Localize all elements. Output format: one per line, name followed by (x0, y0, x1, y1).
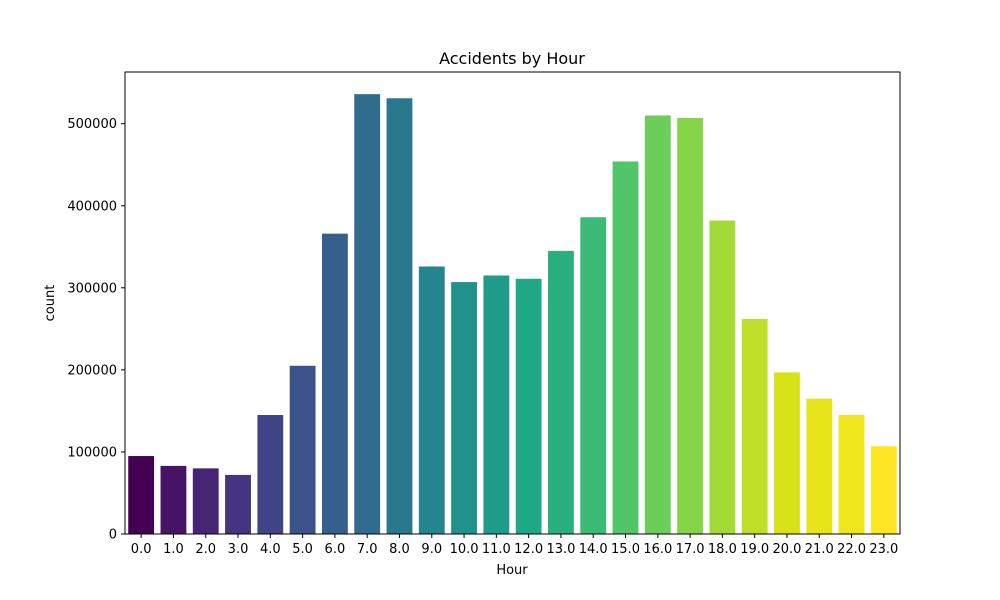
bar-3.0 (225, 474, 251, 534)
bar-16.0 (644, 115, 671, 534)
plot-frame (124, 71, 901, 535)
bars-group (128, 94, 897, 535)
x-tick-label: 7.0 (357, 542, 378, 557)
x-tick-label: 8.0 (389, 542, 410, 557)
bar-17.0 (677, 117, 704, 534)
x-tick-label: 2.0 (195, 542, 216, 557)
x-tick-label: 3.0 (228, 542, 249, 557)
y-tick-label: 100000 (67, 445, 117, 460)
bar-11.0 (483, 275, 510, 534)
y-tick-label: 0 (109, 528, 117, 543)
y-axis-ticks: 0 100000 200000 300000 400000 500000 (67, 117, 125, 543)
bar-23.0 (870, 446, 897, 534)
x-tick-label: 22.0 (837, 542, 866, 557)
bar-9.0 (418, 266, 445, 534)
bar-6.0 (321, 233, 348, 534)
x-tick-label: 17.0 (676, 542, 705, 557)
bar-21.0 (806, 398, 833, 534)
x-tick-label: 11.0 (482, 542, 511, 557)
bar-18.0 (709, 220, 736, 535)
y-tick-label: 200000 (67, 363, 117, 378)
bar-1.0 (160, 465, 187, 534)
bar-0.0 (128, 456, 155, 534)
x-tick-label: 20.0 (773, 542, 802, 557)
bar-15.0 (612, 161, 639, 534)
x-axis-ticks: 0.0 1.0 2.0 3.0 4.0 5.0 6.0 7.0 8.0 9.0 10.0 11.0 12… (131, 534, 898, 557)
x-tick-label: 13.0 (546, 542, 575, 557)
x-tick-label: 10.0 (450, 542, 479, 557)
x-tick-label: 6.0 (325, 542, 346, 557)
x-tick-label: 18.0 (708, 542, 737, 557)
bar-7.0 (354, 94, 381, 534)
x-tick-label: 19.0 (740, 542, 769, 557)
bar-14.0 (580, 217, 607, 534)
bar-4.0 (257, 415, 284, 534)
bar-10.0 (451, 282, 477, 534)
bar-20.0 (774, 372, 800, 534)
bar-22.0 (838, 415, 865, 534)
bar-2.0 (192, 468, 219, 534)
y-tick-label: 400000 (67, 199, 117, 214)
bar-8.0 (386, 98, 413, 534)
x-tick-label: 12.0 (514, 542, 543, 557)
x-tick-label: 21.0 (805, 542, 834, 557)
x-tick-label: 16.0 (643, 542, 672, 557)
x-tick-label: 0.0 (131, 542, 152, 557)
y-tick-label: 500000 (67, 117, 117, 132)
x-tick-label: 14.0 (579, 542, 608, 557)
x-tick-label: 9.0 (421, 542, 442, 557)
x-tick-label: 4.0 (260, 542, 281, 557)
bar-13.0 (548, 250, 574, 534)
x-tick-label: 23.0 (869, 542, 898, 557)
x-tick-label: 15.0 (611, 542, 640, 557)
bar-19.0 (741, 319, 768, 534)
bar-12.0 (515, 278, 542, 534)
chart-title: Accidents by Hour (439, 49, 585, 68)
y-axis-label: count (43, 285, 58, 322)
x-tick-label: 1.0 (163, 542, 184, 557)
bar-5.0 (289, 365, 316, 534)
y-tick-label: 300000 (67, 281, 117, 296)
x-tick-label: 5.0 (292, 542, 313, 557)
x-axis-label: Hour (496, 563, 528, 578)
